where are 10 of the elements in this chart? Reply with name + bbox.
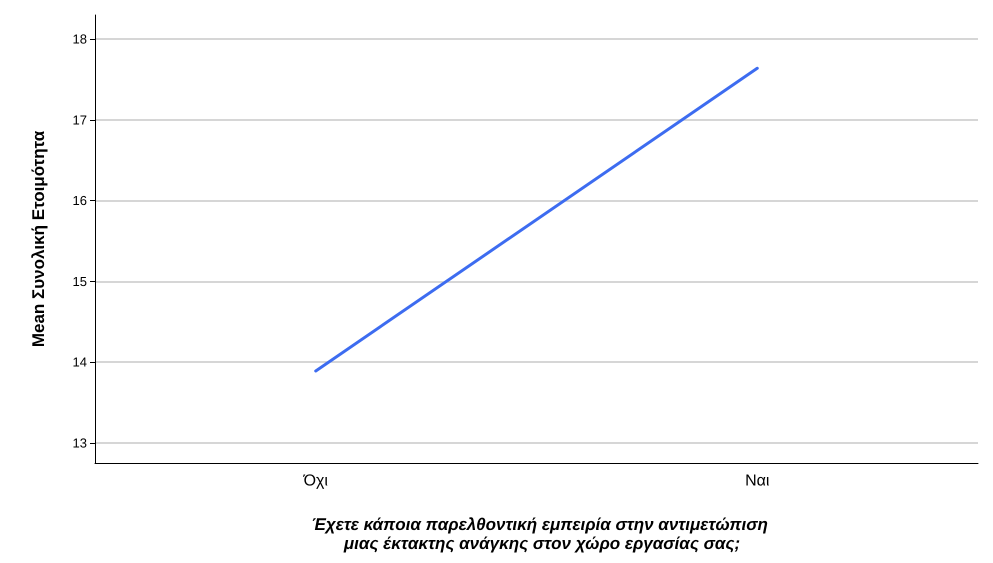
y-tick-label: 13 [72, 435, 87, 450]
x-axis-title: Έχετε κάποια παρελθοντική εμπειρία στην αντιμετώπιση μιας έκτακτης ανάγκης στον χώρο εργασίας σας; [311, 515, 773, 553]
y-tick-label: 15 [72, 274, 87, 289]
y-axis-title: Mean Συνολική Ετοιμότητα [29, 130, 48, 348]
x-tick-label: Όχι [302, 472, 328, 490]
y-tick-label: 16 [72, 193, 87, 208]
y-tick-label: 17 [72, 112, 87, 128]
y-tick-label: 14 [72, 354, 87, 370]
x-tick-label: Ναι [745, 472, 770, 490]
y-tick-label: 18 [72, 32, 87, 47]
